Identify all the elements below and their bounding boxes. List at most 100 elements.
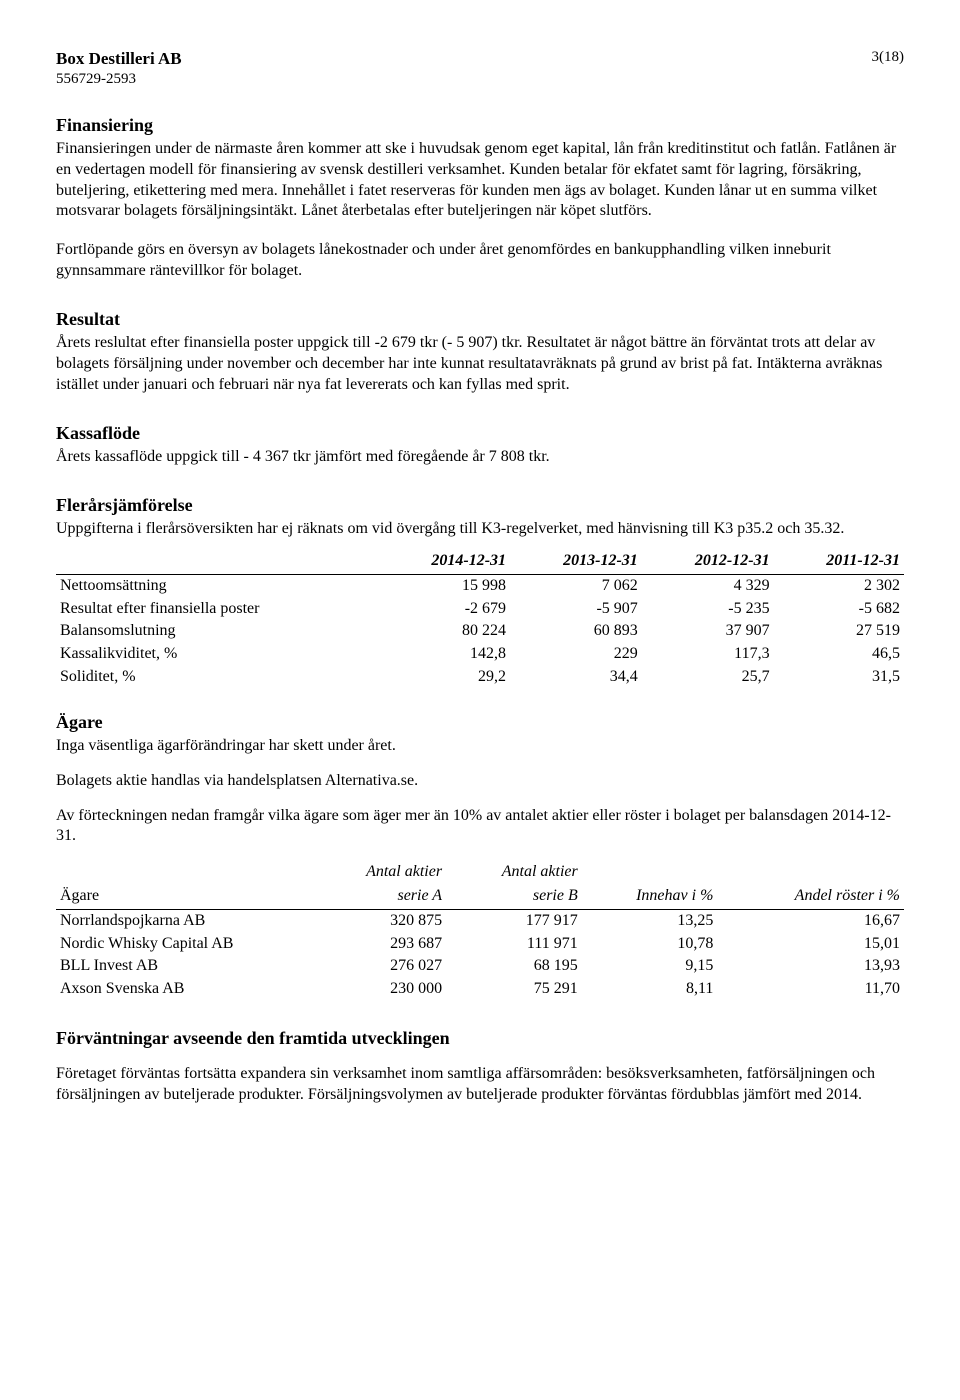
table-header-row: 2014-12-31 2013-12-31 2012-12-31 2011-12… bbox=[56, 550, 904, 574]
col-2013: 2013-12-31 bbox=[510, 550, 642, 574]
section-resultat: Resultat Årets reslultat efter finansiel… bbox=[56, 308, 904, 396]
table-cell: 60 893 bbox=[510, 620, 642, 643]
table-cell: Nordic Whisky Capital AB bbox=[56, 933, 310, 956]
section-kassaflode: Kassaflöde Årets kassaflöde uppgick till… bbox=[56, 422, 904, 468]
paragraph: Företaget förväntas fortsätta expandera … bbox=[56, 1064, 904, 1106]
table-cell: 27 519 bbox=[774, 620, 904, 643]
col-aktier-b-top: Antal aktier bbox=[446, 861, 582, 885]
section-forvantningar: Förväntningar avseende den framtida utve… bbox=[56, 1027, 904, 1106]
table-cell: 4 329 bbox=[642, 574, 774, 597]
table-cell: Norrlandspojkarna AB bbox=[56, 909, 310, 932]
table-row: Kassalikviditet, %142,8229117,346,5 bbox=[56, 643, 904, 666]
table-cell: 230 000 bbox=[310, 978, 446, 1001]
table-cell: 117,3 bbox=[642, 643, 774, 666]
table-cell: -5 235 bbox=[642, 598, 774, 621]
heading-flerars: Flerårsjämförelse bbox=[56, 494, 904, 517]
flerars-table: 2014-12-31 2013-12-31 2012-12-31 2011-12… bbox=[56, 550, 904, 689]
paragraph: Inga väsentliga ägarförändringar har ske… bbox=[56, 736, 904, 757]
col-serie-a: serie A bbox=[310, 885, 446, 909]
col-innehav: Innehav i % bbox=[582, 885, 718, 909]
table-cell: 111 971 bbox=[446, 933, 582, 956]
table-cell: 229 bbox=[510, 643, 642, 666]
heading-agare: Ägare bbox=[56, 711, 904, 734]
table-cell: 31,5 bbox=[774, 666, 904, 689]
paragraph: Finansieringen under de närmaste åren ko… bbox=[56, 139, 904, 222]
table-cell: 34,4 bbox=[510, 666, 642, 689]
table-cell: Soliditet, % bbox=[56, 666, 378, 689]
heading-resultat: Resultat bbox=[56, 308, 904, 331]
table-cell: 320 875 bbox=[310, 909, 446, 932]
table-cell: 46,5 bbox=[774, 643, 904, 666]
table-header-row-top: Antal aktier Antal aktier bbox=[56, 861, 904, 885]
paragraph: Fortlöpande görs en översyn av bolagets … bbox=[56, 240, 904, 282]
heading-kassaflode: Kassaflöde bbox=[56, 422, 904, 445]
col-agare: Ägare bbox=[56, 885, 310, 909]
paragraph: Bolagets aktie handlas via handelsplatse… bbox=[56, 771, 904, 792]
col-roster: Andel röster i % bbox=[717, 885, 904, 909]
owners-table: Antal aktier Antal aktier Ägare serie A … bbox=[56, 861, 904, 1001]
table-row: Resultat efter finansiella poster-2 679-… bbox=[56, 598, 904, 621]
table-cell: 8,11 bbox=[582, 978, 718, 1001]
table-cell: 11,70 bbox=[717, 978, 904, 1001]
table-cell: Nettoomsättning bbox=[56, 574, 378, 597]
page-number: 3(18) bbox=[872, 48, 905, 68]
table-cell: -5 907 bbox=[510, 598, 642, 621]
col-2012: 2012-12-31 bbox=[642, 550, 774, 574]
col-aktier-a-top: Antal aktier bbox=[310, 861, 446, 885]
table-cell: 29,2 bbox=[378, 666, 510, 689]
col-blank bbox=[582, 861, 718, 885]
table-cell: 13,25 bbox=[582, 909, 718, 932]
company-name: Box Destilleri AB bbox=[56, 48, 182, 70]
col-2014: 2014-12-31 bbox=[378, 550, 510, 574]
table-cell: BLL Invest AB bbox=[56, 955, 310, 978]
table-cell: Resultat efter finansiella poster bbox=[56, 598, 378, 621]
table-row: Nettoomsättning15 9987 0624 3292 302 bbox=[56, 574, 904, 597]
table-cell: -5 682 bbox=[774, 598, 904, 621]
col-serie-b: serie B bbox=[446, 885, 582, 909]
table-cell: Axson Svenska AB bbox=[56, 978, 310, 1001]
company-block: Box Destilleri AB 556729-2593 bbox=[56, 48, 182, 90]
heading-forvantningar: Förväntningar avseende den framtida utve… bbox=[56, 1027, 904, 1050]
section-flerars: Flerårsjämförelse Uppgifterna i flerårsö… bbox=[56, 494, 904, 689]
table-row: BLL Invest AB276 02768 1959,1513,93 bbox=[56, 955, 904, 978]
table-cell: Kassalikviditet, % bbox=[56, 643, 378, 666]
table-row: Soliditet, %29,234,425,731,5 bbox=[56, 666, 904, 689]
paragraph: Årets reslultat efter finansiella poster… bbox=[56, 333, 904, 395]
col-label bbox=[56, 550, 378, 574]
table-cell: 13,93 bbox=[717, 955, 904, 978]
col-2011: 2011-12-31 bbox=[774, 550, 904, 574]
table-cell: Balansomslutning bbox=[56, 620, 378, 643]
table-cell: 276 027 bbox=[310, 955, 446, 978]
table-cell: 75 291 bbox=[446, 978, 582, 1001]
table-cell: 142,8 bbox=[378, 643, 510, 666]
table-cell: 68 195 bbox=[446, 955, 582, 978]
table-cell: 15,01 bbox=[717, 933, 904, 956]
table-cell: 25,7 bbox=[642, 666, 774, 689]
heading-finansiering: Finansiering bbox=[56, 114, 904, 137]
table-row: Balansomslutning80 22460 89337 90727 519 bbox=[56, 620, 904, 643]
table-cell: 16,67 bbox=[717, 909, 904, 932]
table-cell: 80 224 bbox=[378, 620, 510, 643]
page-header: Box Destilleri AB 556729-2593 3(18) bbox=[56, 48, 904, 90]
table-cell: 293 687 bbox=[310, 933, 446, 956]
table-cell: 2 302 bbox=[774, 574, 904, 597]
table-cell: 10,78 bbox=[582, 933, 718, 956]
table-row: Norrlandspojkarna AB320 875177 91713,251… bbox=[56, 909, 904, 932]
col-blank bbox=[56, 861, 310, 885]
table-cell: 15 998 bbox=[378, 574, 510, 597]
section-finansiering: Finansiering Finansieringen under de när… bbox=[56, 114, 904, 282]
table-row: Axson Svenska AB230 00075 2918,1111,70 bbox=[56, 978, 904, 1001]
table-cell: 177 917 bbox=[446, 909, 582, 932]
paragraph: Uppgifterna i flerårsöversikten har ej r… bbox=[56, 519, 904, 540]
table-row: Nordic Whisky Capital AB293 687111 97110… bbox=[56, 933, 904, 956]
table-cell: -2 679 bbox=[378, 598, 510, 621]
table-header-row-bot: Ägare serie A serie B Innehav i % Andel … bbox=[56, 885, 904, 909]
table-cell: 7 062 bbox=[510, 574, 642, 597]
table-cell: 37 907 bbox=[642, 620, 774, 643]
section-agare: Ägare Inga väsentliga ägarförändringar h… bbox=[56, 711, 904, 1001]
col-blank bbox=[717, 861, 904, 885]
org-number: 556729-2593 bbox=[56, 70, 182, 90]
paragraph: Årets kassaflöde uppgick till - 4 367 tk… bbox=[56, 447, 904, 468]
paragraph: Av förteckningen nedan framgår vilka äga… bbox=[56, 806, 904, 848]
table-cell: 9,15 bbox=[582, 955, 718, 978]
